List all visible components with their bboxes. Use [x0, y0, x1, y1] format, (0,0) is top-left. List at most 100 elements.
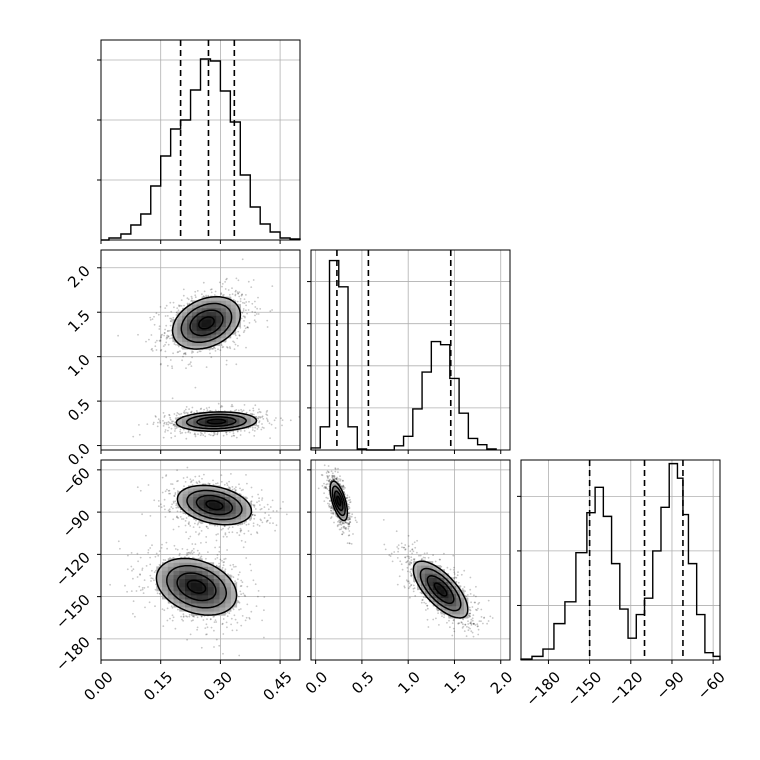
sample-point	[174, 548, 177, 550]
sample-point	[174, 492, 177, 494]
sample-point	[234, 293, 237, 296]
density-contour	[175, 411, 258, 432]
histogram-bin	[478, 445, 487, 450]
histogram-bin	[697, 615, 705, 660]
sample-point	[339, 478, 342, 481]
sample-point	[156, 339, 158, 342]
sample-point	[158, 563, 161, 566]
sample-point	[215, 539, 218, 542]
sample-point	[169, 422, 172, 425]
sample-point	[349, 517, 351, 519]
sample-point	[253, 517, 256, 520]
density-cell	[182, 307, 188, 313]
sample-point	[239, 298, 242, 300]
sample-point	[143, 579, 146, 581]
sample-point	[330, 509, 333, 512]
sample-point	[234, 618, 237, 621]
density-panel-2-0	[97, 459, 301, 664]
density-cell	[209, 507, 215, 512]
sample-point	[239, 530, 242, 533]
density-cell	[225, 510, 231, 514]
sample-point	[258, 408, 260, 411]
sample-point	[175, 311, 178, 314]
sample-point	[269, 517, 272, 519]
sample-point	[232, 432, 235, 435]
sample-point	[226, 484, 229, 486]
sample-point	[239, 590, 242, 593]
sample-point	[222, 633, 225, 635]
sample-point	[236, 621, 239, 624]
sample-point	[274, 427, 277, 429]
sample-point	[258, 420, 261, 422]
density-cell	[187, 307, 193, 313]
sample-point	[218, 281, 221, 284]
density-cell	[162, 574, 169, 580]
sample-point	[176, 548, 179, 551]
sample-point	[231, 568, 233, 571]
sample-point	[172, 424, 175, 426]
sample-point	[139, 556, 142, 559]
sample-point	[231, 629, 234, 632]
sample-point	[194, 543, 197, 546]
sample-point	[175, 516, 178, 518]
histogram-bin	[151, 186, 161, 240]
sample-point	[347, 514, 350, 517]
sample-point	[242, 310, 245, 312]
sample-point	[339, 479, 341, 482]
sample-point	[194, 386, 197, 389]
sample-point	[182, 294, 185, 297]
density-cell	[191, 334, 198, 339]
sample-point	[182, 615, 185, 618]
sample-point	[347, 503, 350, 506]
sample-point	[261, 416, 263, 418]
sample-point	[226, 277, 228, 280]
density-cell	[190, 599, 197, 604]
density-cell	[216, 300, 222, 305]
density-cell	[219, 493, 226, 497]
sample-point	[163, 332, 166, 334]
sample-point	[221, 622, 224, 625]
histogram-bin	[413, 409, 422, 450]
sample-point	[200, 530, 203, 532]
sample-point	[171, 614, 174, 617]
density-cell	[239, 425, 246, 428]
sample-point	[266, 319, 269, 322]
sample-point	[196, 351, 199, 354]
sample-point	[320, 474, 323, 476]
density-cell	[201, 307, 207, 313]
sample-point	[239, 608, 242, 610]
sample-point	[188, 523, 190, 525]
density-cell	[216, 337, 222, 343]
sample-point	[177, 525, 180, 528]
density-cell	[230, 322, 237, 328]
density-cell	[230, 510, 236, 514]
density-cell	[235, 499, 242, 503]
sample-point	[201, 293, 203, 296]
density-cell	[193, 493, 199, 497]
sample-point	[209, 410, 212, 412]
sample-point	[214, 524, 216, 527]
sample-point	[157, 313, 160, 316]
sample-point	[247, 280, 250, 283]
sample-point	[349, 521, 351, 523]
histogram-panel-0-0	[97, 39, 301, 244]
sample-point	[130, 552, 133, 554]
density-cell	[177, 315, 183, 320]
sample-point	[216, 554, 219, 556]
density-cell	[179, 570, 186, 575]
sample-point	[185, 517, 188, 519]
sample-point	[170, 432, 172, 435]
density-cell	[193, 422, 200, 425]
sample-point	[219, 558, 222, 561]
sample-point	[256, 523, 259, 526]
sample-point	[212, 479, 214, 482]
density-cell	[231, 599, 238, 604]
sample-point	[239, 300, 242, 303]
sample-point	[192, 479, 195, 481]
density-cell	[221, 334, 227, 339]
sample-point	[343, 525, 346, 528]
sample-point	[250, 533, 253, 536]
sample-point	[194, 290, 197, 293]
sample-point	[189, 525, 192, 527]
sample-point	[179, 510, 182, 513]
